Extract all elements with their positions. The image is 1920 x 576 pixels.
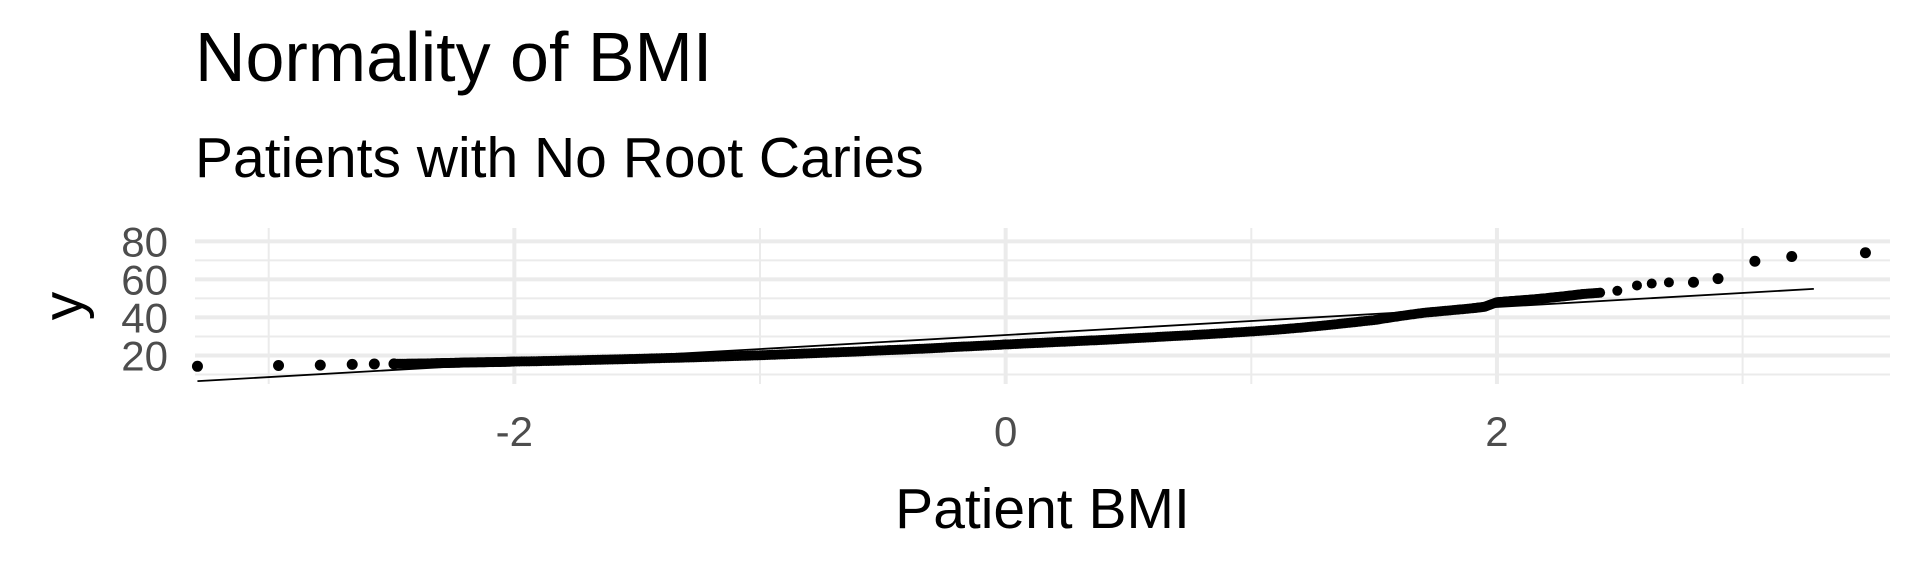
chart-subtitle: Patients with No Root Caries bbox=[195, 126, 924, 190]
x-tick-label: 2 bbox=[1485, 408, 1508, 455]
data-point bbox=[1612, 285, 1623, 296]
data-point bbox=[346, 358, 358, 370]
data-point bbox=[368, 358, 380, 370]
x-tick-label: -2 bbox=[496, 408, 533, 455]
data-point bbox=[1749, 255, 1761, 267]
grid-lines bbox=[195, 228, 1890, 384]
data-point bbox=[1712, 273, 1724, 285]
data-point bbox=[191, 360, 203, 372]
data-point bbox=[1631, 280, 1642, 291]
data-point bbox=[1646, 278, 1657, 289]
data-point bbox=[1663, 277, 1674, 288]
data-point bbox=[1859, 247, 1871, 259]
data-point bbox=[273, 360, 285, 372]
data-point bbox=[314, 359, 326, 371]
data-point bbox=[1687, 276, 1699, 288]
x-tick-label: 0 bbox=[994, 408, 1017, 455]
data-point bbox=[1786, 251, 1798, 263]
y-tick-label: 40 bbox=[121, 294, 168, 341]
y-tick-label: 80 bbox=[121, 218, 168, 265]
y-tick-label: 20 bbox=[121, 332, 168, 379]
y-axis-title: y bbox=[31, 291, 95, 320]
data-points bbox=[191, 247, 1871, 372]
y-tick-label: 60 bbox=[121, 256, 168, 303]
chart-title: Normality of BMI bbox=[195, 18, 713, 96]
x-axis-title: Patient BMI bbox=[895, 477, 1190, 541]
data-point bbox=[1595, 287, 1606, 298]
